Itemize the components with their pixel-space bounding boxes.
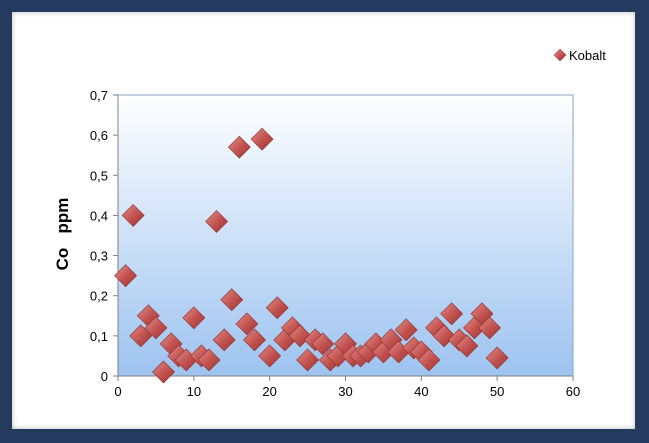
y-tick-label: 0,1 xyxy=(90,329,108,344)
chart-area: 0 10 20 30 40 50 60 0 0,1 0,2 0,3 0,4 0,5 0,6 0,7 Co p… xyxy=(12,12,635,429)
data-point xyxy=(296,348,320,372)
scatter-chart: 0 10 20 30 40 50 60 0 0,1 0,2 0,3 0,4 0,5 0,6 0,7 Co p… xyxy=(53,48,606,399)
data-point xyxy=(197,348,221,372)
data-point xyxy=(417,348,441,372)
data-point xyxy=(440,302,464,326)
y-tick-label: 0,7 xyxy=(90,88,108,103)
legend: Kobalt xyxy=(553,48,606,63)
data-point xyxy=(121,204,145,227)
data-point xyxy=(129,324,153,348)
data-point xyxy=(311,332,335,356)
data-point xyxy=(455,334,479,358)
data-point xyxy=(227,135,251,159)
y-tick-label: 0,4 xyxy=(90,208,108,223)
y-tick-label: 0,5 xyxy=(90,168,108,183)
x-tick-label: 30 xyxy=(338,384,352,399)
data-point xyxy=(220,288,244,312)
x-tick-label: 50 xyxy=(490,384,504,399)
y-tick-label: 0 xyxy=(101,369,108,384)
x-tick-label: 20 xyxy=(262,384,276,399)
data-point xyxy=(212,328,236,352)
legend-marker xyxy=(553,48,567,62)
data-point xyxy=(182,306,206,330)
data-point xyxy=(485,346,509,370)
y-tick-label: 0,3 xyxy=(90,249,108,264)
y-tick-label: 0,2 xyxy=(90,289,108,304)
data-point xyxy=(265,296,289,320)
y-tick-label: 0,6 xyxy=(90,128,108,143)
data-point xyxy=(114,264,138,288)
data-point xyxy=(478,316,502,340)
x-tick-label: 60 xyxy=(566,384,580,399)
data-point xyxy=(152,360,175,384)
legend-label-kobalt: Kobalt xyxy=(569,48,606,63)
x-tick-label: 10 xyxy=(187,384,201,399)
x-tick-label: 0 xyxy=(114,384,121,399)
data-point xyxy=(235,312,259,336)
data-point xyxy=(243,328,266,352)
data-point xyxy=(394,318,418,342)
y-axis-label: Co ppm xyxy=(53,198,72,271)
data-point xyxy=(205,210,229,233)
data-point xyxy=(144,316,168,340)
data-point xyxy=(250,127,274,151)
data-point xyxy=(258,344,282,368)
x-tick-label: 40 xyxy=(414,384,428,399)
